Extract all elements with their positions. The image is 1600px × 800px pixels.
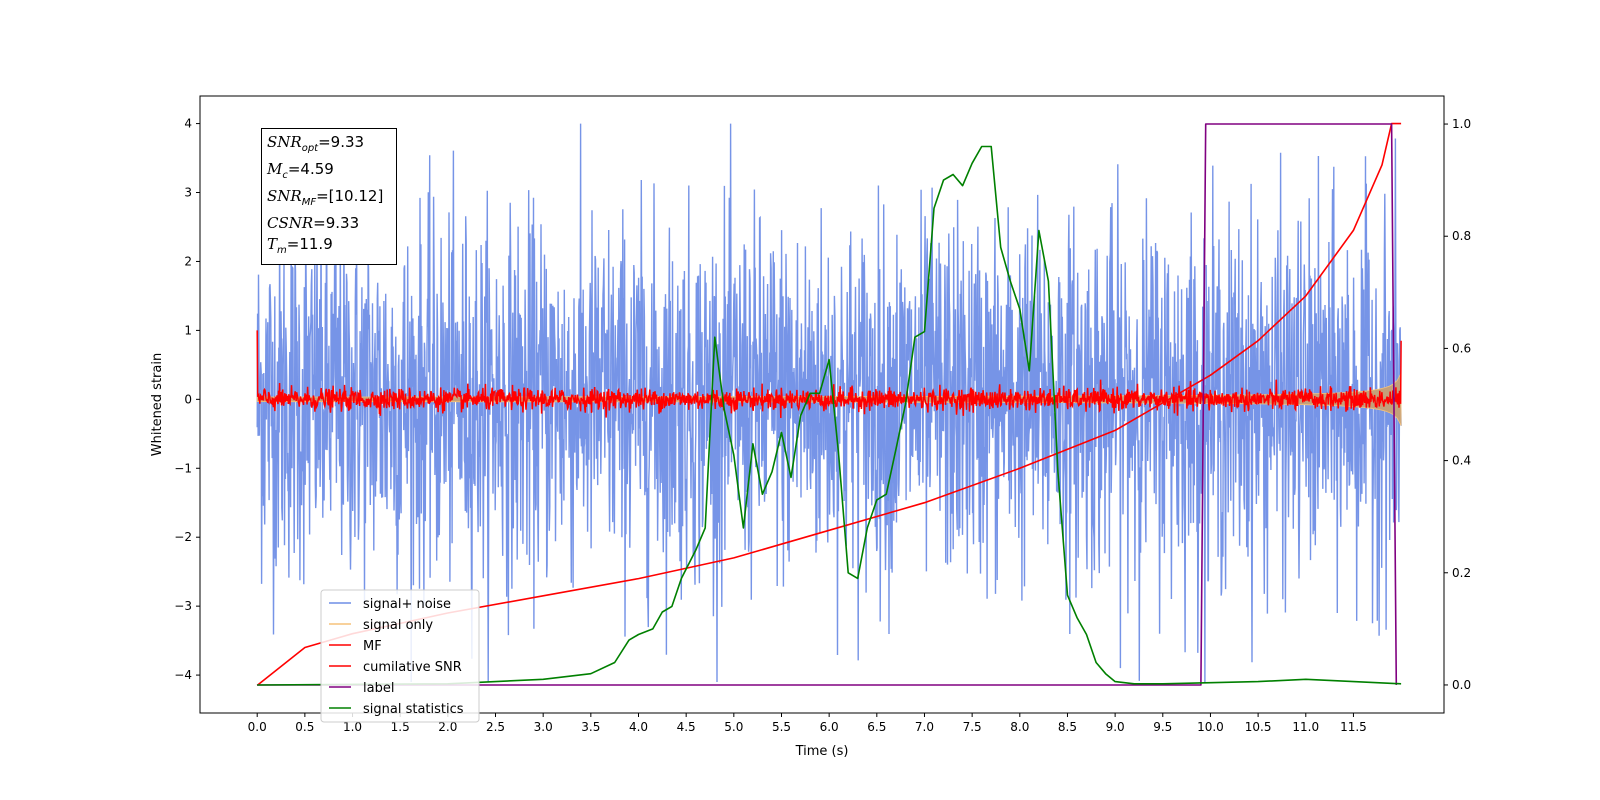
legend-entry: label xyxy=(363,681,394,696)
x-tick-label: 9.0 xyxy=(1106,720,1125,734)
x-axis-label: Time (s) xyxy=(795,744,849,759)
snr-mf-line: SNRMF=[10.12] xyxy=(267,187,384,208)
y-tick-label: −1 xyxy=(174,461,192,475)
plot-area xyxy=(256,122,1402,687)
x-tick-label: 8.5 xyxy=(1058,720,1077,734)
x-tick-label: 11.0 xyxy=(1292,720,1319,734)
y-tick-label: 0 xyxy=(184,392,192,406)
x-tick-label: 3.0 xyxy=(534,720,553,734)
x-tick-label: 7.0 xyxy=(915,720,934,734)
y-right-tick-label: 0.6 xyxy=(1452,341,1471,355)
x-tick-label: 4.0 xyxy=(629,720,648,734)
y-right-tick-label: 1.0 xyxy=(1452,117,1471,131)
x-tick-label: 9.5 xyxy=(1153,720,1172,734)
legend-entry: MF xyxy=(363,639,382,654)
y-tick-label: 1 xyxy=(184,323,192,337)
y-tick-label: 2 xyxy=(184,254,192,268)
y-right-tick-label: 0.2 xyxy=(1452,566,1471,580)
legend-box xyxy=(320,589,480,723)
x-tick-label: 2.5 xyxy=(486,720,505,734)
y-tick-label: 4 xyxy=(184,117,192,131)
legend-entry: cumilative SNR xyxy=(363,660,462,675)
y-tick-label: 3 xyxy=(184,186,192,200)
plot-frame xyxy=(199,95,1445,714)
snr-opt-line: SNRopt=9.33 xyxy=(267,133,365,154)
x-tick-label: 0.0 xyxy=(248,720,267,734)
legend: signal+ noise signal only MF cumilative SNR… xyxy=(320,589,480,723)
signal-noise-line xyxy=(256,123,1402,683)
x-tick-label: 8.0 xyxy=(1010,720,1029,734)
metrics-annotation: SNRopt=9.33 Mc=4.59 SNRMF=[10.12] CSNR=9… xyxy=(261,128,397,265)
y-tick-label: −4 xyxy=(174,668,192,682)
x-tick-label: 7.5 xyxy=(963,720,982,734)
y-tick-label: −3 xyxy=(174,599,192,613)
y-axis-label: Whitened strain xyxy=(150,353,165,456)
mc-line: Mc=4.59 xyxy=(267,160,334,181)
x-tick-label: 6.5 xyxy=(867,720,886,734)
x-tick-label: 1.5 xyxy=(391,720,410,734)
label-line xyxy=(257,123,1398,686)
y-right-tick-label: 0.0 xyxy=(1452,678,1471,692)
legend-entry: signal only xyxy=(363,618,433,633)
x-tick-label: 6.0 xyxy=(820,720,839,734)
x-tick-label: 5.5 xyxy=(772,720,791,734)
legend-entry: signal statistics xyxy=(363,702,464,717)
mf-line xyxy=(256,330,1402,419)
legend-entry: signal+ noise xyxy=(363,597,451,612)
x-tick-label: 5.0 xyxy=(724,720,743,734)
signal-statistics-line xyxy=(257,145,1402,686)
csnr-line: CSNR=9.33 xyxy=(267,214,360,232)
x-tick-label: 2.0 xyxy=(438,720,457,734)
x-tick-label: 10.5 xyxy=(1245,720,1272,734)
y-right-tick-label: 0.4 xyxy=(1452,454,1471,468)
y-tick-label: −2 xyxy=(174,530,192,544)
y-right-tick-label: 0.8 xyxy=(1452,229,1471,243)
x-tick-label: 10.0 xyxy=(1197,720,1224,734)
x-tick-label: 3.5 xyxy=(581,720,600,734)
x-tick-label: 1.0 xyxy=(343,720,362,734)
x-tick-label: 11.5 xyxy=(1340,720,1367,734)
x-tick-label: 4.5 xyxy=(677,720,696,734)
tm-line: Tm=11.9 xyxy=(267,235,333,256)
axes: 0.0 0.5 1.0 1.5 2.0 2.5 3.0 3.5 4.0 4.5 5.0 5.5 6.0 6… xyxy=(174,95,1471,734)
x-tick-label: 0.5 xyxy=(295,720,314,734)
